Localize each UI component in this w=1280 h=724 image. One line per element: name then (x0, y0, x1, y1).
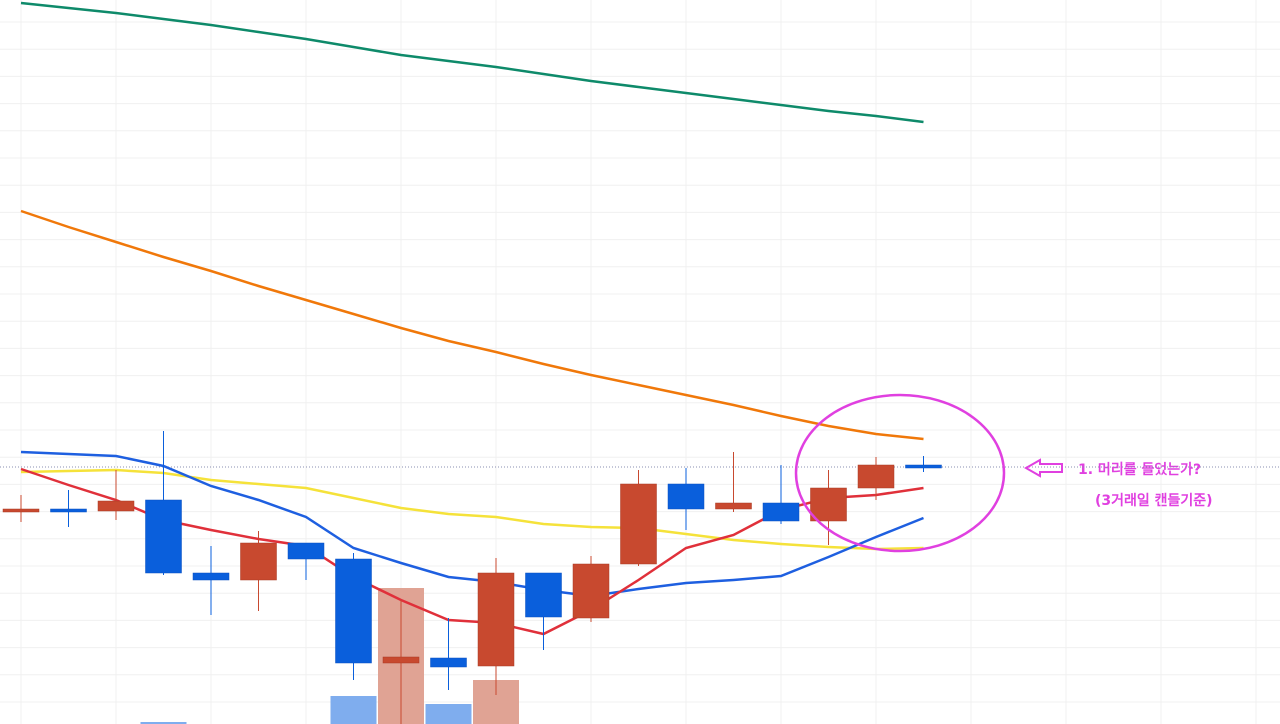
volume-bar (330, 696, 377, 724)
candle-body (572, 563, 610, 619)
candle-body (335, 558, 372, 664)
candle-body (620, 483, 657, 565)
candle-body (430, 657, 467, 668)
candle-body (145, 499, 182, 574)
candle-body (97, 500, 135, 512)
highlight-circle (794, 393, 1006, 553)
annotation: 1. 머리를 들었는가? (1078, 462, 1201, 478)
ma-line (20, 1, 924, 124)
candle-body (905, 464, 942, 469)
candle-body (857, 464, 895, 489)
arrow-icon (1023, 458, 1063, 478)
candle-body (715, 502, 752, 510)
candle-body (192, 572, 230, 581)
candle-body (810, 487, 847, 522)
candle-body (762, 502, 800, 522)
candle-body (50, 508, 87, 513)
ma-line (20, 209, 924, 441)
candle-body (525, 572, 562, 618)
candle-body (287, 542, 325, 560)
ma-line (20, 468, 924, 551)
candle-body (477, 572, 515, 667)
annotation: (3거래일 캔들기준) (1095, 492, 1213, 509)
candle-body (2, 508, 40, 513)
volume-bar (425, 704, 472, 724)
candle-body (667, 483, 705, 510)
candle-body (382, 656, 420, 664)
ma-line (20, 450, 924, 598)
candle-body (240, 542, 277, 581)
volume-bar (140, 722, 187, 724)
